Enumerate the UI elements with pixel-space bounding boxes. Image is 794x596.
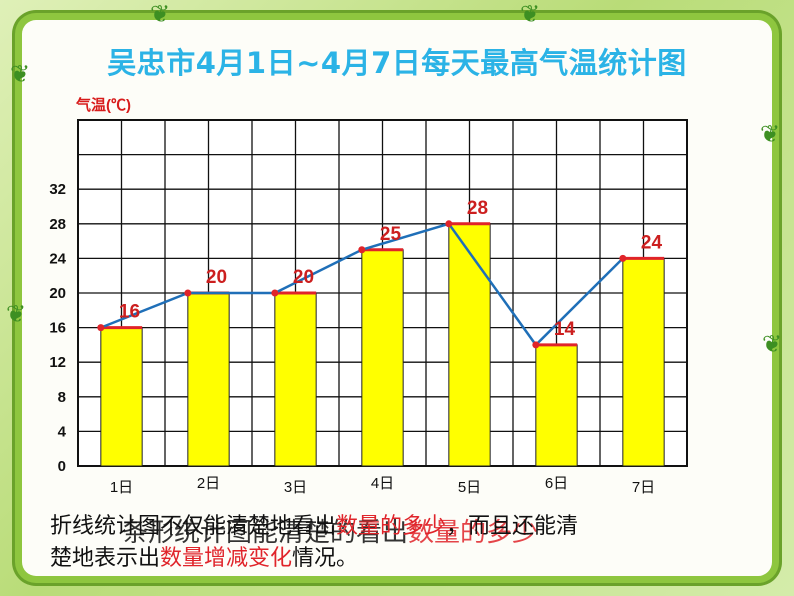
leaf-icon: ❦ (10, 60, 31, 88)
caption-line-1: 折线统计图不仅能清楚地看出数量的多少，而且还能清 (50, 508, 578, 540)
data-labels: 16 20 20 25 28 14 24 (119, 198, 663, 340)
trend-point (97, 324, 105, 332)
y-tick-labels: 0 4 8 12 16 20 24 28 32 (49, 181, 66, 475)
x-tick-label: 7日 (632, 479, 655, 496)
caption-line-2: 楚地表示出数量增减变化情况。 (50, 540, 358, 572)
bar (622, 257, 665, 467)
data-label: 28 (467, 198, 488, 219)
y-tick-label: 8 (58, 389, 66, 406)
y-tick-label: 12 (49, 354, 66, 371)
data-label: 14 (554, 319, 576, 340)
overlay-highlight: 数量的多少 (408, 518, 539, 548)
trend-point (532, 341, 540, 349)
x-tick-label: 3日 (284, 479, 307, 496)
x-tick-labels: 1日 2日 3日 4日 5日 6日 7日 (110, 475, 655, 496)
bar (448, 223, 491, 467)
caption-text: 折线统计图不仅能清楚地看出 (50, 514, 337, 539)
trend-point (184, 289, 192, 297)
y-tick-label: 16 (49, 320, 66, 337)
bar (274, 292, 317, 467)
chart-title: 吴忠市4月1日~4月7日每天最高气温统计图 (107, 46, 687, 80)
leaf-icon: ❦ (520, 0, 541, 28)
data-label: 20 (293, 267, 314, 288)
bar (187, 292, 230, 467)
caption-text: ，而且还能清 (446, 514, 579, 539)
y-tick-label: 4 (58, 423, 67, 440)
bar (361, 249, 404, 467)
bar (535, 344, 578, 467)
data-label: 24 (641, 232, 663, 253)
y-tick-label: 20 (49, 285, 66, 302)
data-label: 20 (206, 267, 227, 288)
caption-text: 情况。 (292, 546, 359, 571)
trend-point (358, 246, 366, 254)
y-tick-label: 0 (58, 458, 66, 475)
x-tick-label: 5日 (458, 479, 481, 496)
bars (100, 222, 665, 467)
trend-point (445, 220, 453, 228)
bar (100, 327, 143, 467)
trend-point (619, 254, 627, 262)
y-tick-label: 32 (49, 181, 66, 198)
y-tick-label: 28 (49, 216, 66, 233)
x-tick-label: 2日 (197, 475, 220, 492)
trend-line (97, 220, 627, 349)
overlay-text: 条形统计图能清楚的看出 (122, 518, 409, 548)
data-label: 25 (380, 224, 402, 245)
x-tick-label: 1日 (110, 479, 133, 496)
data-label: 16 (119, 302, 140, 323)
x-tick-label: 6日 (545, 475, 568, 492)
y-tick-label: 24 (49, 250, 66, 267)
y-axis-label: 气温(℃) (75, 96, 131, 114)
trend-point (271, 289, 279, 297)
leaf-icon: ❦ (762, 330, 783, 358)
leaf-icon: ❦ (6, 300, 27, 328)
caption-highlight: 数量增减变化 (160, 546, 293, 571)
x-tick-label: 4日 (371, 475, 394, 492)
caption-text: 楚地表示出 (50, 546, 161, 571)
caption-highlight: 数量的多少 (336, 514, 447, 539)
leaf-icon: ❦ (150, 0, 171, 28)
leaf-icon: ❦ (760, 120, 781, 148)
overlapping-caption: 条形统计图能清楚的看出数量的多少 (122, 512, 538, 549)
